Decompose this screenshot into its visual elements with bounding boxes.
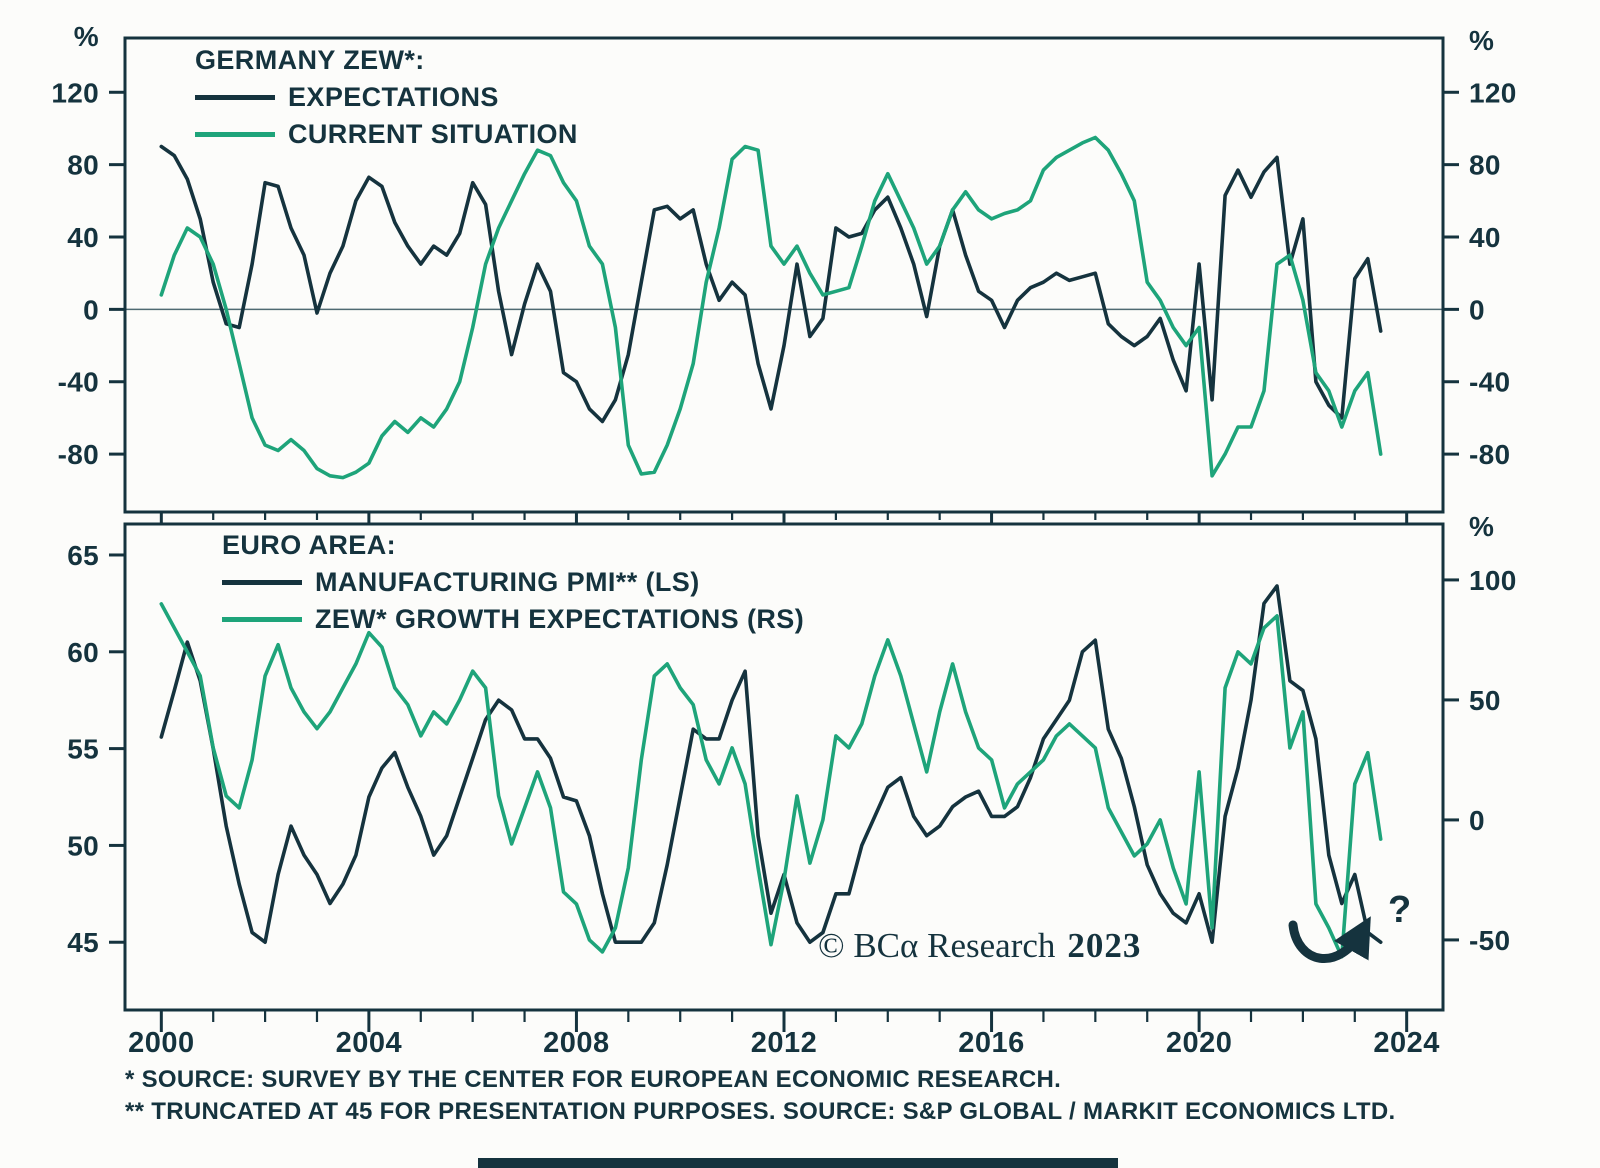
line-swatch-manufacturing-pmi [222, 580, 302, 585]
panel-1: 120 80 40 0 -40 -80 120 80 40 0 -40 -80%% [51, 21, 1517, 514]
x-axis-tick-label: 2016 [958, 1027, 1025, 1059]
line-swatch-current-situation [195, 132, 275, 137]
series-line-expectations [159, 144, 1383, 424]
y-axis-unit-label: % [1469, 511, 1494, 542]
series-line-manufacturing-pmi-ls- [159, 584, 1383, 945]
trend-arrow-icon [1288, 916, 1371, 963]
y-axis-unit-label: % [74, 21, 99, 52]
question-mark: ? [1388, 889, 1411, 931]
y-axis-tick-label: -50 [1469, 925, 1510, 956]
y-axis-tick-label: 50 [67, 830, 99, 861]
watermark: © BCα Research 2023 [818, 926, 1141, 965]
legend-row-expectations: EXPECTATIONS [195, 82, 578, 113]
y-axis-tick-label: -40 [58, 367, 99, 398]
legend-label-current-situation: CURRENT SITUATION [288, 119, 578, 149]
legend-title-euro-area: EURO AREA: [222, 530, 397, 560]
annotation-layer: © BCα Research 2023 ? [478, 889, 1411, 1168]
x-axis-tick-label: 2024 [1373, 1027, 1440, 1059]
y-axis-tick-label: 65 [67, 540, 99, 571]
x-axis-tick-label: 2004 [336, 1027, 403, 1059]
y-axis-tick-label: 0 [1469, 805, 1485, 836]
x-axis-tick-label: 2000 [128, 1027, 195, 1059]
y-axis-tick-label: 80 [1469, 150, 1501, 181]
y-axis-tick-label: 40 [1469, 222, 1501, 253]
footnote-source-pmi: ** TRUNCATED AT 45 FOR PRESENTATION PURP… [125, 1098, 1396, 1126]
legend-euro-area: EURO AREA: MANUFACTURING PMI** (LS) ZEW*… [222, 530, 804, 635]
y-axis-tick-label: 80 [67, 150, 99, 181]
footnote-source-zew: * SOURCE: SURVEY BY THE CENTER FOR EUROP… [125, 1066, 1062, 1093]
footnotes: * SOURCE: SURVEY BY THE CENTER FOR EUROP… [125, 1064, 1395, 1129]
line-swatch-expectations [195, 95, 275, 100]
cropped-bottom-bar [478, 1158, 1118, 1168]
legend-label-zew-growth-expectations: ZEW* GROWTH EXPECTATIONS (RS) [315, 604, 805, 634]
y-axis-tick-label: 40 [67, 222, 99, 253]
series-line-current-situation [159, 135, 1383, 480]
legend-row-zew-growth-expectations: ZEW* GROWTH EXPECTATIONS (RS) [222, 604, 804, 635]
y-axis-tick-label: 120 [1469, 77, 1517, 108]
x-axis-tick-label: 2020 [1166, 1027, 1233, 1059]
y-axis-tick-label: 100 [1469, 565, 1517, 596]
y-axis-tick-label: -80 [1469, 439, 1510, 470]
y-axis-unit-label: % [1469, 25, 1494, 56]
watermark-text: © BCα Research [818, 926, 1056, 965]
x-axis-tick-label: 2012 [751, 1027, 818, 1059]
x-axis-tick-label: 2008 [543, 1027, 610, 1059]
legend-row-manufacturing-pmi: MANUFACTURING PMI** (LS) [222, 567, 804, 598]
y-axis-tick-label: 45 [67, 927, 99, 958]
series-line-zew-growth-expectations-rs- [159, 602, 1383, 959]
y-axis-tick-label: 0 [83, 294, 99, 325]
chart-layer: 120 80 40 0 -40 -80 120 80 40 0 -40 -80% % 65 60 55 50 45… [51, 21, 1516, 1059]
legend-title-germany-zew: GERMANY ZEW*: [195, 45, 425, 75]
legend-germany-zew: GERMANY ZEW*: EXPECTATIONS CURRENT SITUA… [195, 45, 578, 150]
panel-2: 65 60 55 50 45 100 50 0 -50% [67, 511, 1517, 1012]
y-axis-tick-label: 50 [1469, 685, 1501, 716]
watermark-year: 2023 [1067, 926, 1141, 965]
line-swatch-zew-growth-expectations [222, 617, 302, 622]
y-axis-tick-label: 55 [67, 734, 99, 765]
y-axis-tick-label: 120 [51, 77, 99, 108]
y-axis-tick-label: 0 [1469, 294, 1485, 325]
y-axis-tick-label: 60 [67, 637, 99, 668]
legend-label-expectations: EXPECTATIONS [288, 82, 499, 112]
legend-label-manufacturing-pmi: MANUFACTURING PMI** (LS) [315, 567, 700, 597]
legend-row-current-situation: CURRENT SITUATION [195, 119, 578, 150]
y-axis-tick-label: -80 [58, 439, 99, 470]
y-axis-tick-label: -40 [1469, 367, 1510, 398]
